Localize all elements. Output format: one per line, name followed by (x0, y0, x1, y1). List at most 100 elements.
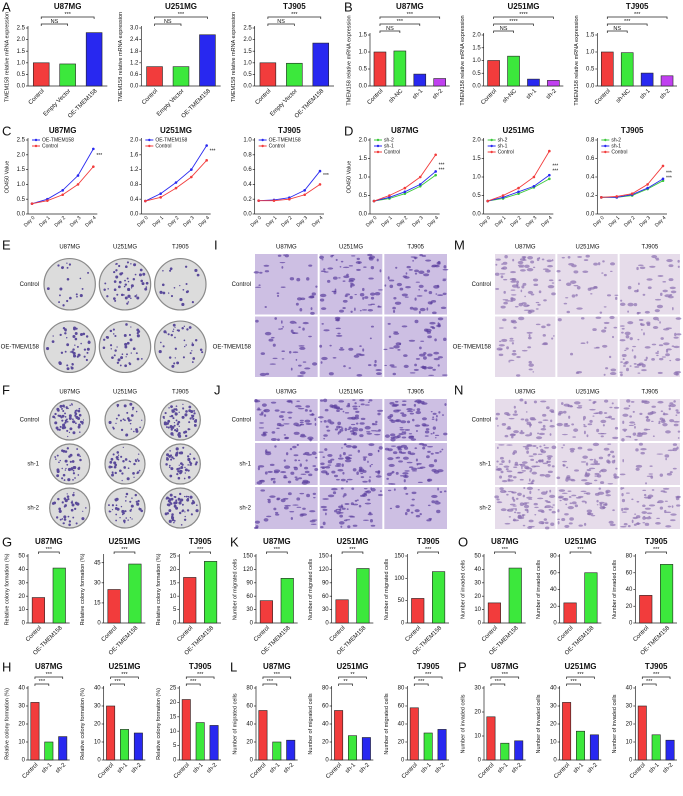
cell (349, 295, 353, 300)
cell (278, 328, 282, 330)
legend-marker (376, 150, 380, 154)
colony (68, 263, 72, 266)
cell (603, 273, 607, 277)
significance-bracket (569, 551, 592, 554)
cell (529, 490, 532, 495)
cell (413, 403, 417, 407)
y-tick-label: 30 (94, 580, 101, 586)
cell (558, 496, 563, 499)
legend-label: Control (42, 143, 58, 149)
cell (415, 399, 422, 403)
colony (191, 300, 194, 304)
cell (601, 329, 607, 333)
colony (125, 495, 127, 498)
cell (348, 426, 352, 430)
cell (290, 402, 293, 404)
x-tick-label: sh-1 (497, 762, 510, 775)
cell (511, 320, 518, 324)
colony (72, 354, 77, 358)
cell (628, 424, 634, 427)
cell (549, 409, 555, 413)
cell (281, 266, 284, 269)
cell (340, 478, 346, 482)
column-label: U251MG (339, 390, 363, 396)
colony (112, 473, 114, 475)
cell (507, 490, 514, 493)
cell (281, 358, 285, 360)
cell (642, 516, 646, 520)
cell (539, 474, 545, 477)
significance-label: *** (121, 672, 128, 678)
colony (181, 510, 184, 513)
colony (62, 473, 66, 477)
cell (441, 448, 444, 451)
colony (111, 356, 114, 360)
y-tick-label: 40 (474, 567, 481, 573)
colony (122, 460, 125, 463)
y-tick-label: 80 (246, 686, 253, 692)
cell (517, 492, 522, 497)
cell (411, 418, 415, 422)
cell (576, 406, 583, 409)
colony (180, 524, 183, 526)
cell (664, 500, 668, 502)
colony (163, 422, 167, 426)
cell (375, 475, 382, 478)
colony (58, 301, 60, 304)
y-tick-label: 1.5 (359, 33, 368, 39)
cell (620, 525, 627, 528)
colony (184, 265, 188, 268)
cell (431, 468, 437, 472)
cell (597, 432, 605, 435)
colony (170, 294, 174, 298)
cell (516, 286, 520, 289)
cell (511, 352, 517, 356)
significance-bracket (379, 16, 441, 19)
x-tick-label: Day 3 (411, 215, 425, 229)
x-tick-label: Control (478, 762, 496, 780)
y-tick-label: 0.0 (243, 84, 252, 90)
x-tick-label: Control (141, 88, 159, 106)
cell (321, 259, 324, 261)
cell (276, 292, 280, 295)
colony (130, 284, 134, 288)
cell (254, 520, 260, 524)
cell (632, 410, 635, 413)
cell (325, 425, 329, 428)
y-tick-label: 3.0 (130, 26, 139, 32)
bar (199, 34, 216, 87)
cell (583, 522, 587, 526)
significance-bracket (493, 23, 534, 26)
significance-label: *** (577, 547, 584, 553)
cell (677, 430, 681, 433)
y-tick-label: 0.2 (586, 193, 595, 199)
colony (177, 431, 181, 435)
cell (669, 359, 672, 362)
row-label: Control (20, 418, 39, 424)
x-tick-label: sh-1 (192, 762, 205, 775)
cell (641, 329, 643, 331)
cell (637, 372, 641, 374)
cell (530, 293, 535, 296)
cell (338, 426, 343, 428)
cell (403, 364, 409, 368)
colony (75, 415, 79, 419)
cell (622, 428, 628, 431)
y-tick-label: 20 (474, 710, 481, 716)
cell (363, 492, 367, 495)
point (372, 199, 376, 203)
y-tick-label: 1.5 (359, 156, 368, 162)
significance-bracket (338, 683, 353, 686)
x-tick-label: sh-2 (662, 762, 675, 775)
cell (546, 460, 551, 464)
colony (62, 409, 65, 412)
cell (437, 324, 441, 328)
cell (506, 413, 511, 416)
bar (172, 66, 190, 87)
cell (567, 505, 574, 510)
colony (129, 517, 132, 519)
panel-letter: N (454, 382, 463, 397)
colony (175, 506, 179, 510)
cell (433, 357, 440, 361)
colony (116, 451, 120, 454)
